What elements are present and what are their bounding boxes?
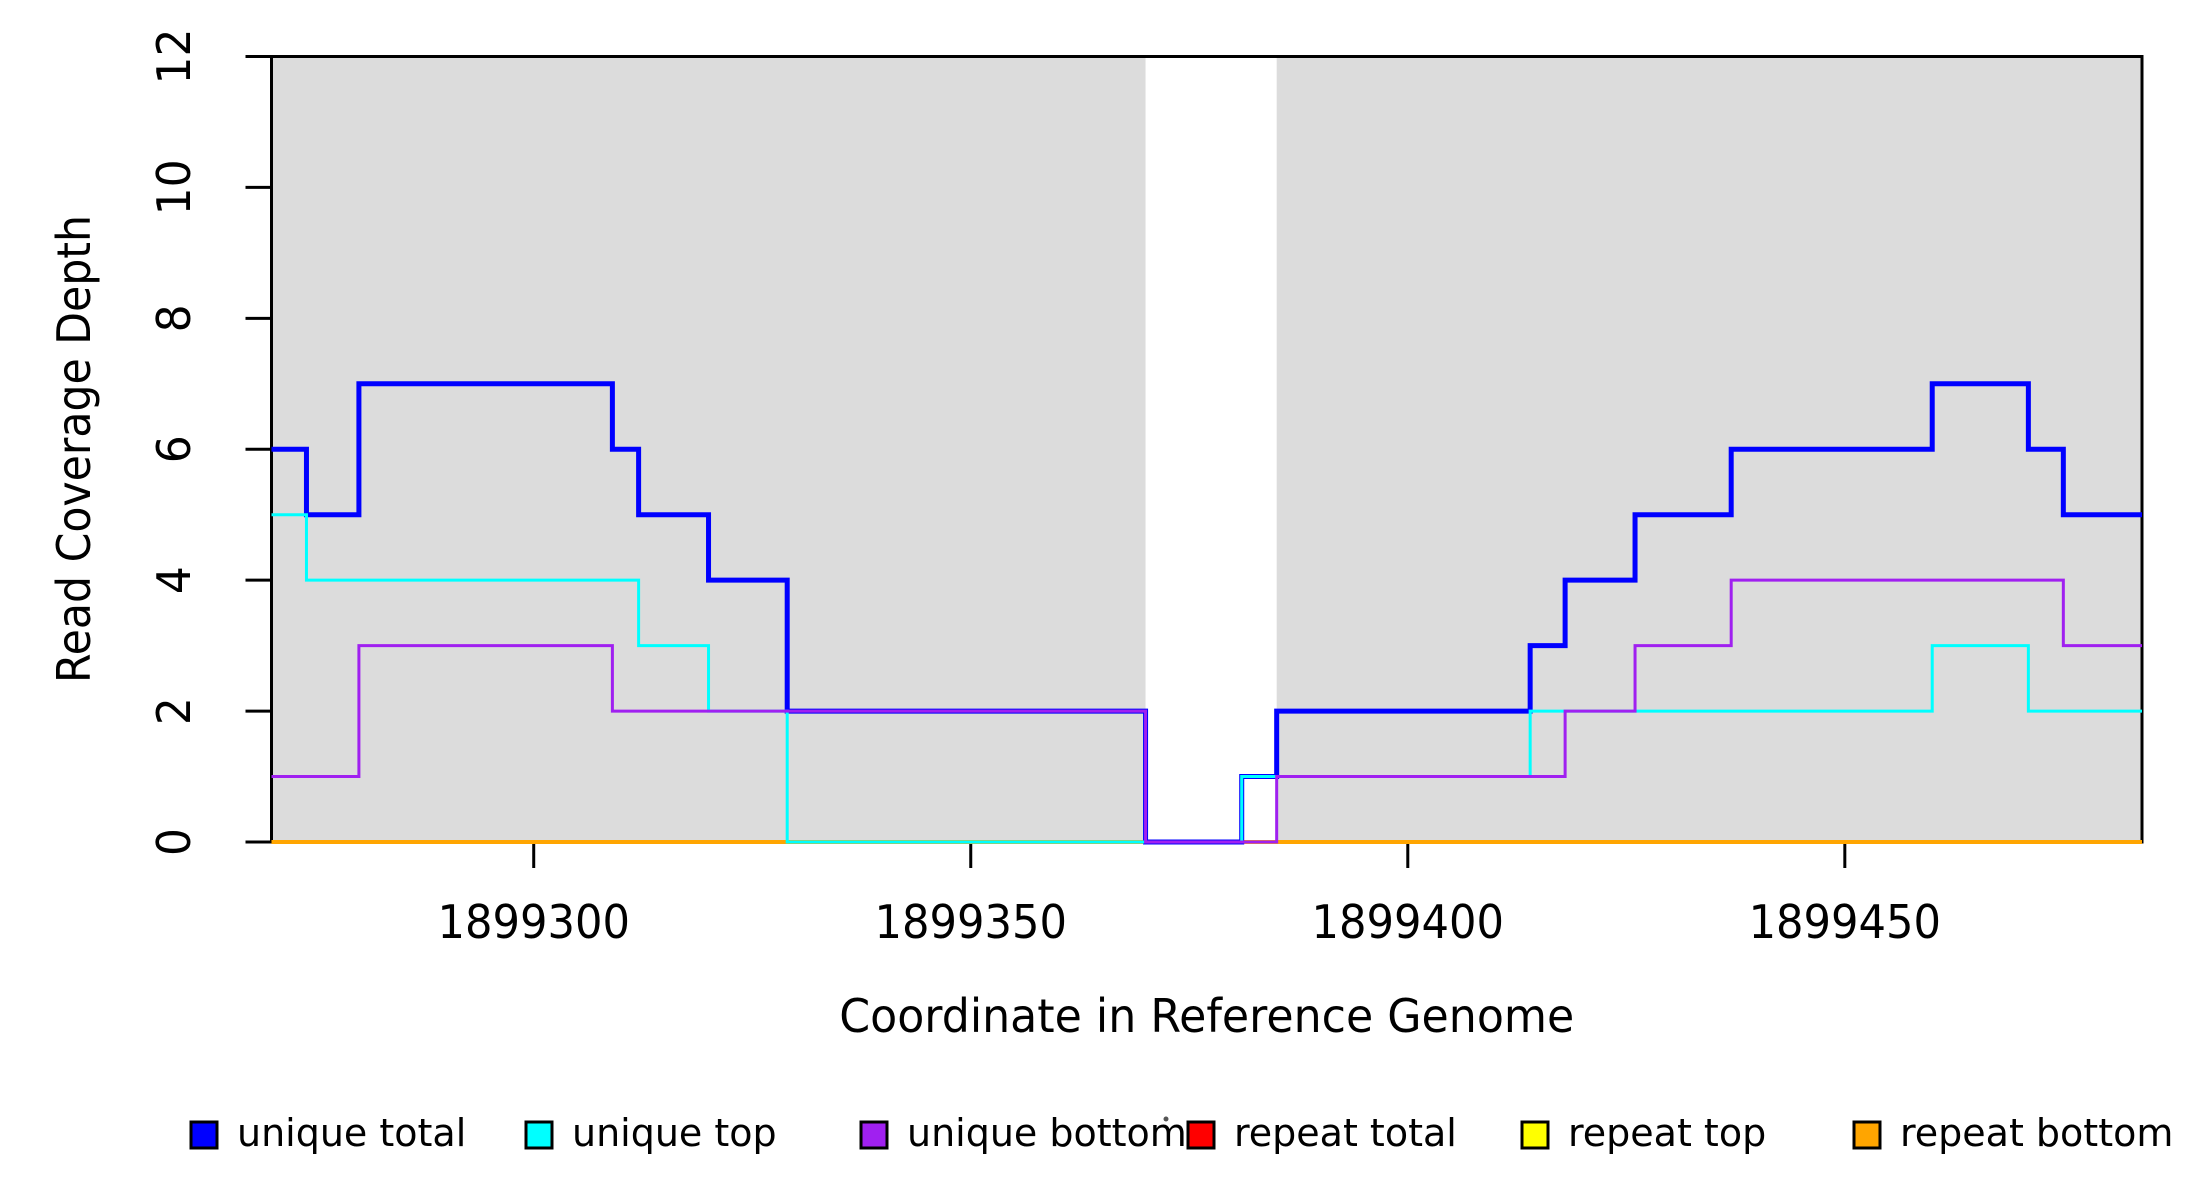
x-axis-title: Coordinate in Reference Genome	[839, 989, 1574, 1043]
y-tick-label: 2	[147, 697, 201, 725]
legend-label: unique total	[237, 1111, 466, 1155]
y-tick-label: 0	[147, 828, 201, 856]
legend-label: unique bottom	[907, 1111, 1187, 1155]
legend-item-unique-top: unique top	[524, 1111, 777, 1155]
coverage-region-band	[271, 56, 1146, 842]
x-tick-label: 1899350	[875, 895, 1068, 949]
legend-swatch	[1186, 1120, 1216, 1150]
y-tick-label: 4	[147, 566, 201, 594]
x-tick-label: 1899450	[1749, 895, 1942, 949]
legend-label: repeat top	[1568, 1111, 1766, 1155]
y-tick-label: 8	[147, 304, 201, 332]
x-tick-label: 1899400	[1312, 895, 1505, 949]
x-tick-label: 1899300	[437, 895, 630, 949]
legend-item-repeat-total: repeat total	[1186, 1111, 1457, 1155]
series-line-unique-bottom	[271, 578, 2142, 844]
legend-swatch	[1852, 1120, 1882, 1150]
legend-swatch	[859, 1120, 889, 1150]
legend-item-unique-bottom: unique bottom	[859, 1111, 1187, 1155]
y-axis-title: Read Coverage Depth	[47, 215, 101, 683]
legend-swatch	[524, 1120, 554, 1150]
legend-item-unique-total: unique total	[189, 1111, 466, 1155]
legend-label: repeat total	[1234, 1111, 1457, 1155]
y-tick-label: 12	[147, 29, 201, 85]
series-line-unique-top	[271, 513, 2142, 844]
y-tick-label: 6	[147, 435, 201, 463]
legend-swatch	[189, 1120, 219, 1150]
legend-label: unique top	[572, 1111, 777, 1155]
coverage-region-band	[1276, 56, 2142, 842]
legend-item-repeat-bottom: repeat bottom	[1852, 1111, 2173, 1155]
y-tick-label: 10	[147, 159, 201, 215]
legend-label: repeat bottom	[1900, 1111, 2173, 1155]
stray-dot	[1163, 1116, 1169, 1122]
legend-swatch	[1520, 1120, 1550, 1150]
legend-item-repeat-top: repeat top	[1520, 1111, 1766, 1155]
